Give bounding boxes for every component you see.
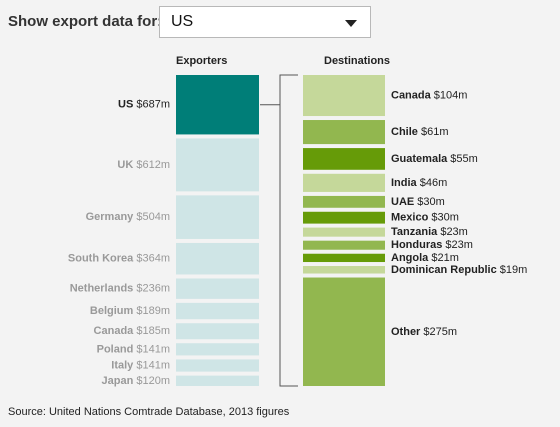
exporter-bar-poland[interactable] (176, 343, 259, 356)
destination-label-other: Other $275m (391, 326, 457, 338)
destination-bar-mexico[interactable] (303, 211, 385, 224)
exporter-bar-belgium[interactable] (176, 302, 259, 320)
destination-bar-canada[interactable] (303, 75, 385, 117)
destination-label-angola: Angola $21m (391, 252, 459, 264)
destinations-bracket (279, 74, 298, 387)
destination-label-honduras: Honduras $23m (391, 239, 473, 251)
exporter-bar-italy[interactable] (176, 359, 259, 372)
exporter-label-italy: Italy $141m (111, 359, 170, 371)
exporter-label-uk: UK $612m (117, 159, 170, 171)
destination-bar-chile[interactable] (303, 120, 385, 145)
destination-bar-dominican-republic[interactable] (303, 266, 385, 274)
exporter-label-poland: Poland $141m (97, 343, 170, 355)
exporter-bar-canada[interactable] (176, 323, 259, 340)
exporter-label-canada: Canada $185m (94, 325, 170, 337)
destination-bar-guatemala[interactable] (303, 148, 385, 170)
destination-bar-other[interactable] (303, 277, 385, 386)
exporter-label-south-korea: South Korea $364m (68, 253, 170, 265)
destinations-header: Destinations (324, 55, 391, 67)
exporter-label-japan: Japan $120m (102, 375, 171, 387)
exporter-bar-uk[interactable] (176, 138, 259, 192)
chevron-down-icon[interactable] (345, 20, 357, 27)
destination-label-canada: Canada $104m (391, 89, 467, 101)
destination-bar-honduras[interactable] (303, 240, 385, 250)
destination-bar-india[interactable] (303, 173, 385, 192)
destination-label-guatemala: Guatemala $55m (391, 153, 478, 165)
exporter-bar-us[interactable] (176, 75, 259, 135)
destination-label-tanzania: Tanzania $23m (391, 226, 468, 238)
exporters-header: Exporters (176, 55, 228, 67)
exporter-label-netherlands: Netherlands $236m (70, 283, 170, 295)
country-select-value: US (171, 13, 194, 30)
destination-label-india: India $46m (391, 177, 447, 189)
show-export-label: Show export data for: (8, 13, 163, 30)
exporter-bar-japan[interactable] (176, 375, 259, 386)
exporter-label-belgium: Belgium $189m (90, 305, 170, 317)
destination-bar-tanzania[interactable] (303, 227, 385, 237)
destination-label-chile: Chile $61m (391, 126, 448, 138)
export-chart: US $687m UK $612m Germany $504m South Korea… (68, 74, 527, 387)
country-select[interactable]: US (159, 6, 371, 38)
destination-label-mexico: Mexico $30m (391, 212, 459, 224)
destination-bar-angola[interactable] (303, 253, 385, 263)
exporter-bar-germany[interactable] (176, 195, 259, 239)
exporter-bar-south-korea[interactable] (176, 242, 259, 275)
destination-bar-uae[interactable] (303, 195, 385, 208)
exporter-label-us: US $687m (118, 99, 170, 111)
source-note: Source: United Nations Comtrade Database… (8, 406, 290, 418)
exporter-bar-netherlands[interactable] (176, 278, 259, 299)
destination-label-dominican-republic: Dominican Republic $19m (391, 264, 527, 276)
exporter-label-germany: Germany $504m (86, 211, 170, 223)
destination-label-uae: UAE $30m (391, 196, 445, 208)
